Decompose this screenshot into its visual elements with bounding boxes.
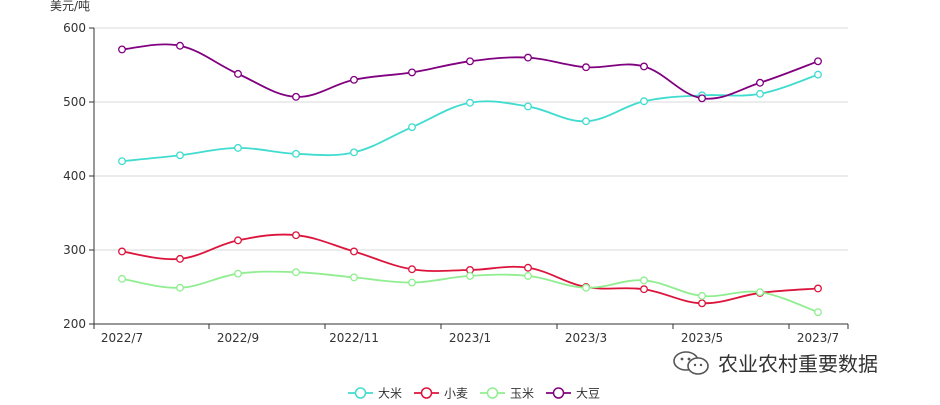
legend-marker	[486, 387, 499, 399]
data-point[interactable]	[756, 89, 764, 98]
y-tick-label: 400	[63, 169, 86, 183]
legend-item-2[interactable]: 玉米	[480, 387, 534, 401]
legend-item-1[interactable]: 小麦	[414, 387, 468, 401]
legend-label: 大米	[378, 387, 402, 401]
data-point[interactable]	[814, 284, 822, 293]
x-tick-label: 2023/7	[797, 331, 839, 345]
data-point[interactable]	[814, 57, 822, 66]
series-0	[118, 70, 822, 166]
legend[interactable]: 大米 小麦 玉米 大豆	[348, 387, 600, 401]
data-point[interactable]	[466, 57, 474, 66]
data-point[interactable]	[756, 288, 764, 297]
data-point[interactable]	[640, 276, 648, 285]
data-point[interactable]	[118, 45, 126, 54]
legend-marker	[552, 387, 565, 399]
data-point[interactable]	[640, 97, 648, 106]
data-point[interactable]	[524, 102, 532, 111]
y-tick-label: 600	[63, 21, 86, 35]
data-point[interactable]	[292, 231, 300, 240]
y-axis-label: 美元/吨	[50, 0, 90, 13]
data-point[interactable]	[292, 149, 300, 158]
data-point[interactable]	[118, 247, 126, 256]
data-point[interactable]	[176, 254, 184, 263]
data-point[interactable]	[176, 151, 184, 160]
legend-item-3[interactable]: 大豆	[546, 387, 600, 401]
x-tick-label: 2022/9	[217, 331, 259, 345]
legend-marker	[420, 387, 433, 399]
data-point[interactable]	[524, 263, 532, 272]
data-point[interactable]	[814, 70, 822, 79]
data-point[interactable]	[234, 143, 242, 152]
data-point[interactable]	[234, 269, 242, 278]
y-tick-label: 200	[63, 317, 86, 331]
data-point[interactable]	[176, 283, 184, 292]
data-point[interactable]	[698, 94, 706, 103]
data-point[interactable]	[176, 41, 184, 50]
x-tick-label: 2022/11	[329, 331, 379, 345]
x-tick-labels: 2022/7 2022/9 2022/11 2023/1 2023/3 2023/5 202…	[101, 331, 839, 345]
x-tick-label: 2023/5	[681, 331, 723, 345]
y-tick-label: 500	[63, 95, 86, 109]
x-tick-label: 2023/1	[449, 331, 491, 345]
data-point[interactable]	[408, 68, 416, 77]
data-point[interactable]	[234, 236, 242, 245]
data-point[interactable]	[582, 283, 590, 292]
data-point[interactable]	[814, 308, 822, 317]
watermark-text: 农业农村重要数据	[718, 352, 878, 376]
data-point[interactable]	[524, 53, 532, 62]
data-point[interactable]	[524, 271, 532, 280]
data-point[interactable]	[408, 123, 416, 132]
series-2	[118, 268, 822, 317]
data-point[interactable]	[756, 78, 764, 87]
legend-label: 大豆	[576, 387, 600, 401]
data-point[interactable]	[640, 62, 648, 71]
watermark: 农业农村重要数据	[672, 348, 878, 377]
data-point[interactable]	[350, 273, 358, 282]
data-point[interactable]	[350, 247, 358, 256]
wechat-icon	[673, 350, 709, 375]
data-point[interactable]	[466, 271, 474, 280]
series-lines	[118, 41, 822, 317]
axes	[89, 27, 849, 329]
data-point[interactable]	[582, 63, 590, 72]
series-3	[118, 41, 822, 103]
data-point[interactable]	[118, 157, 126, 166]
data-point[interactable]	[408, 265, 416, 274]
legend-item-0[interactable]: 大米	[348, 387, 402, 401]
y-tick-labels: 200 300 400 500 600	[63, 21, 86, 331]
legend-marker	[354, 387, 367, 399]
legend-label: 小麦	[444, 387, 468, 401]
data-point[interactable]	[234, 69, 242, 78]
series-line	[121, 43, 819, 100]
data-point[interactable]	[698, 299, 706, 308]
data-point[interactable]	[350, 75, 358, 84]
series-1	[118, 231, 822, 308]
legend-label: 玉米	[510, 387, 534, 401]
data-point[interactable]	[582, 117, 590, 126]
series-line	[121, 73, 819, 163]
data-point[interactable]	[466, 98, 474, 107]
data-point[interactable]	[640, 285, 648, 294]
data-point[interactable]	[350, 148, 358, 157]
data-point[interactable]	[408, 278, 416, 287]
data-point[interactable]	[698, 291, 706, 300]
data-point[interactable]	[292, 92, 300, 101]
data-point[interactable]	[292, 268, 300, 277]
x-tick-label: 2023/3	[565, 331, 607, 345]
x-tick-label: 2022/7	[101, 331, 143, 345]
y-tick-label: 300	[63, 243, 86, 257]
data-point[interactable]	[118, 274, 126, 283]
